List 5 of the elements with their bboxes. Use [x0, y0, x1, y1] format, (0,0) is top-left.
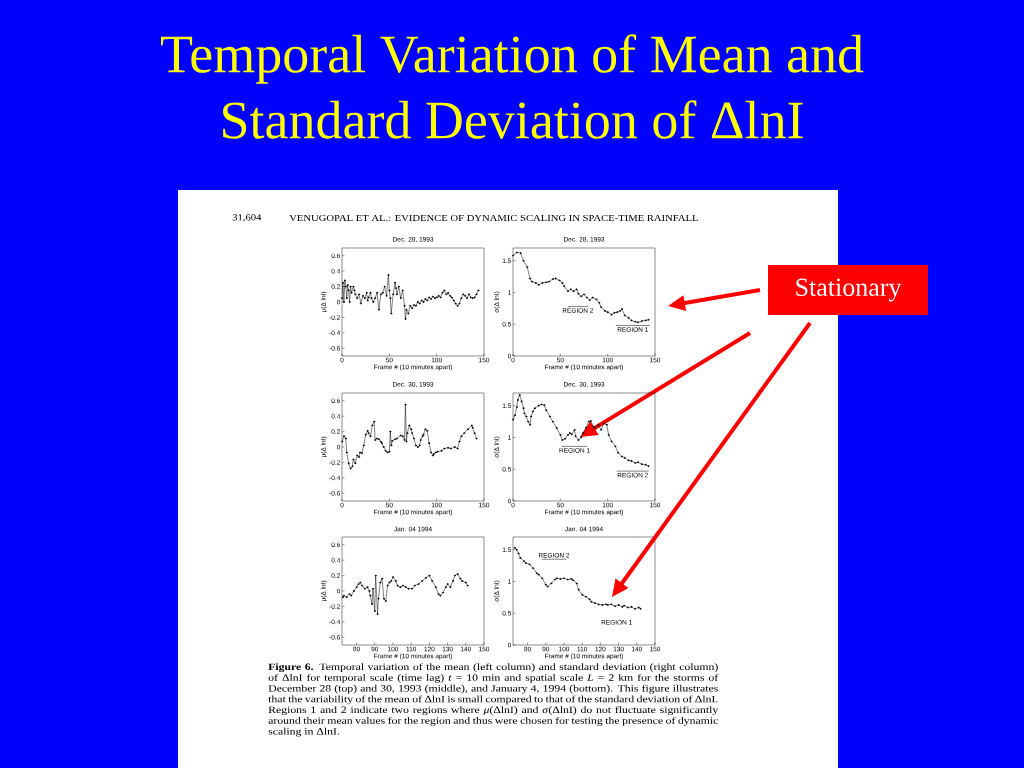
text: Stationary — [796, 278, 902, 302]
text: 31,604 — [232, 214, 262, 222]
text: VENUGOPAL ET AL.: EVIDENCE OF DYNAMIC SCALING IN SPACE-TIME RAINFALL — [289, 214, 698, 222]
text: Figure 6. Temporal variation of the mean (left column) and standard deviation (right column) of ΔlnI for temporal scale (time lag) t = 10 min and spatial scale L = 2 km for the storms of December 28 (top) and 30, 1993 (middle), and January 4, 1994 (bottom). This figure illustrates that the variability of the mean of ΔlnI is small compared to that of the standard deviation of ΔlnI. Regions 1 and 2 indicate two regions where μ(ΔlnI) and σ(ΔlnI) do not fluctuate significantly around their mean values for the region and thus were chosen for testing the presence of dynamic scaling in ΔlnI. — [268, 663, 719, 737]
text: Temporal Variation of Mean and Standard Deviation of ΔlnI — [160, 34, 864, 139]
